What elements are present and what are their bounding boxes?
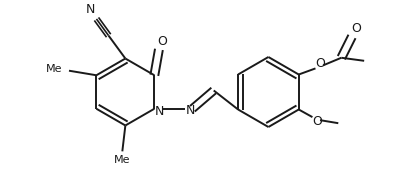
- Text: N: N: [155, 105, 164, 118]
- Text: N: N: [186, 104, 195, 117]
- Text: Me: Me: [45, 64, 62, 74]
- Text: Me: Me: [114, 155, 130, 165]
- Text: O: O: [157, 35, 167, 48]
- Text: O: O: [315, 57, 325, 70]
- Text: O: O: [352, 22, 362, 35]
- Text: O: O: [312, 115, 322, 128]
- Text: N: N: [85, 3, 95, 16]
